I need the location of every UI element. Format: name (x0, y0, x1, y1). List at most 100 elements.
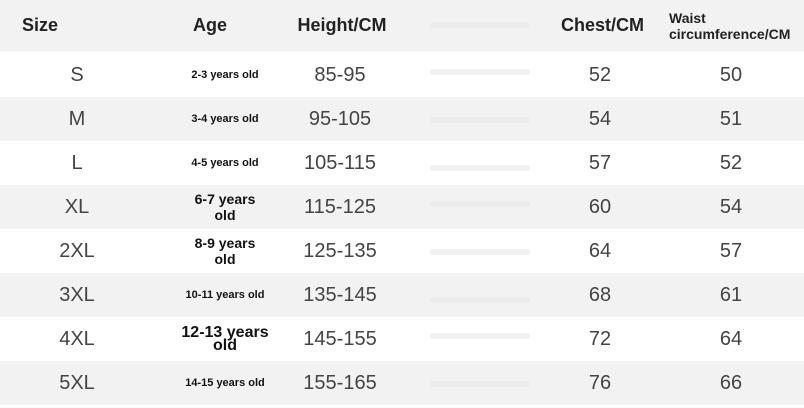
chest-cell: 72 (588, 327, 612, 350)
chest-cell: 57 (588, 151, 612, 174)
size-cell: S (70, 63, 84, 86)
size-cell-wrap: S (37, 53, 117, 97)
chest-cell-wrap: 54 (550, 97, 650, 141)
smudge (430, 201, 530, 207)
table-row: S 2-3 years old 85-95 52 50 (0, 53, 804, 97)
smudge (430, 69, 530, 75)
age-cell: 6-7 years old (194, 191, 256, 223)
age-cell: 14-15 years old (185, 376, 265, 389)
waist-cell-wrap: 61 (681, 273, 781, 317)
smudge (430, 22, 530, 28)
height-cell-wrap: 135-145 (280, 273, 400, 317)
age-cell: 2-3 years old (191, 68, 259, 81)
smudge (430, 381, 530, 387)
header-row: Size Age Height/CM Chest/CM Waist circumfere… (0, 0, 804, 51)
height-cell-wrap: 95-105 (280, 97, 400, 141)
height-cell: 105-115 (304, 151, 376, 174)
waist-cell: 57 (719, 239, 743, 262)
table-row: 2XL 8-9 years old 125-135 64 57 (0, 229, 804, 273)
header-cell: Chest/CM (560, 15, 644, 35)
height-cell: 155-165 (303, 371, 377, 394)
height-cell-wrap: 115-125 (280, 185, 400, 229)
chest-cell: 54 (588, 107, 612, 130)
size-cell-wrap: M (37, 97, 117, 141)
chest-cell: 60 (588, 195, 612, 218)
chest-cell: 64 (588, 239, 612, 262)
height-cell: 135-145 (303, 283, 377, 306)
waist-cell: 52 (719, 151, 743, 174)
age-cell-wrap: 4-5 years old (175, 141, 275, 185)
waist-cell-wrap: 54 (681, 185, 781, 229)
age-cell-wrap: 8-9 years old (175, 229, 275, 273)
age-cell-wrap: 6-7 years old (175, 185, 275, 229)
chest-cell: 76 (588, 371, 612, 394)
size-cell-wrap: 4XL (37, 317, 117, 361)
height-cell: 85-95 (314, 63, 366, 86)
height-cell-wrap: 105-115 (280, 141, 400, 185)
size-cell: 4XL (59, 327, 95, 350)
size-cell: 2XL (59, 239, 95, 262)
table-row: 5XL 14-15 years old 155-165 76 66 (0, 361, 804, 405)
chest-cell-wrap: 68 (550, 273, 650, 317)
age-cell: 8-9 years old (194, 235, 256, 267)
age-cell: 4-5 years old (191, 156, 259, 169)
chest-cell-wrap: 72 (550, 317, 650, 361)
smudge (430, 249, 530, 255)
size-cell: L (71, 151, 83, 174)
waist-cell-wrap: 51 (681, 97, 781, 141)
header-cell: Size (21, 15, 59, 35)
height-cell: 145-155 (303, 327, 377, 350)
age-cell-wrap: 3-4 years old (175, 97, 275, 141)
age-cell-wrap: 12-13 years old (175, 317, 275, 361)
size-cell: 5XL (59, 371, 95, 394)
size-cell-wrap: XL (37, 185, 117, 229)
height-cell-wrap: 145-155 (280, 317, 400, 361)
chest-cell-wrap: 52 (550, 53, 650, 97)
waist-cell: 51 (719, 107, 743, 130)
height-cell: 125-135 (303, 239, 377, 262)
header-cell: Age (192, 15, 227, 35)
height-cell-wrap: 85-95 (280, 53, 400, 97)
waist-cell: 50 (719, 63, 743, 86)
chest-cell: 68 (588, 283, 612, 306)
smudge (430, 297, 530, 303)
height-cell: 115-125 (304, 195, 376, 218)
size-cell-wrap: 2XL (37, 229, 117, 273)
size-cell: 3XL (59, 283, 95, 306)
size-cell: M (68, 107, 86, 130)
waist-cell: 66 (719, 371, 743, 394)
waist-cell: 64 (719, 327, 743, 350)
chest-cell-wrap: 76 (550, 361, 650, 405)
smudge (430, 333, 530, 339)
size-cell: XL (64, 195, 90, 218)
size-cell-wrap: L (37, 141, 117, 185)
header-cell: Waist circumference/CM (669, 9, 791, 42)
waist-cell-wrap: 64 (681, 317, 781, 361)
height-cell: 95-105 (308, 107, 372, 130)
age-cell-wrap: 14-15 years old (175, 361, 275, 405)
chest-cell-wrap: 57 (550, 141, 650, 185)
age-cell: 12-13 years old (181, 324, 269, 354)
smudge (430, 117, 530, 123)
age-cell-wrap: 2-3 years old (175, 53, 275, 97)
age-cell: 3-4 years old (191, 112, 259, 125)
waist-cell: 54 (719, 195, 743, 218)
chest-cell: 52 (588, 63, 612, 86)
age-cell: 10-11 years old (185, 288, 265, 301)
smudge (430, 165, 530, 171)
table-row: XL 6-7 years old 115-125 60 54 (0, 185, 804, 229)
chest-cell-wrap: 64 (550, 229, 650, 273)
table-row: L 4-5 years old 105-115 57 52 (0, 141, 804, 185)
waist-cell-wrap: 66 (681, 361, 781, 405)
waist-cell-wrap: 57 (681, 229, 781, 273)
table-row: 4XL 12-13 years old 145-155 72 64 (0, 317, 804, 361)
waist-cell-wrap: 52 (681, 141, 781, 185)
table-row: 3XL 10-11 years old 135-145 68 61 (0, 273, 804, 317)
height-cell-wrap: 155-165 (280, 361, 400, 405)
table-row: M 3-4 years old 95-105 54 51 (0, 97, 804, 141)
height-cell-wrap: 125-135 (280, 229, 400, 273)
chest-cell-wrap: 60 (550, 185, 650, 229)
waist-cell: 61 (719, 283, 743, 306)
size-cell-wrap: 5XL (37, 361, 117, 405)
